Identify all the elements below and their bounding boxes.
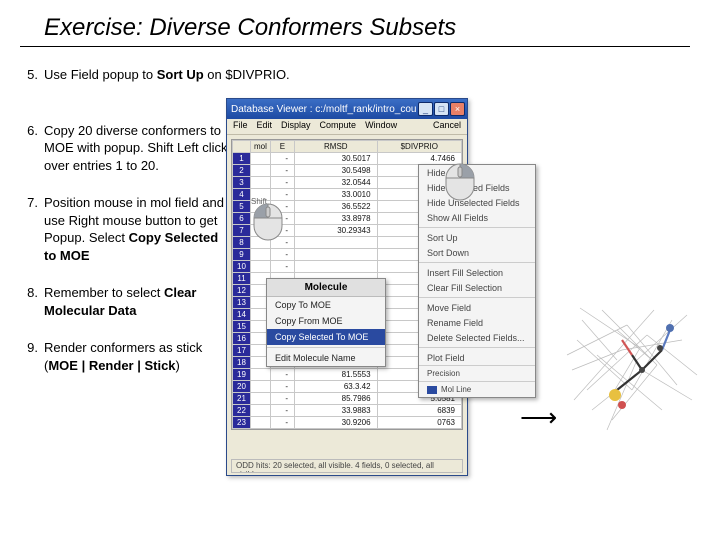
step-8: 8. Remember to select Clear Molecular Da…	[20, 284, 230, 319]
arrow-icon: ⟶	[520, 402, 557, 433]
menu-item[interactable]: Copy From MOE	[267, 313, 385, 329]
step-9: 9. Render conformers as stick (MOE | Ren…	[20, 339, 230, 374]
precision-row: Precision	[419, 365, 535, 381]
menu-cancel[interactable]: Cancel	[431, 120, 463, 133]
instruction-steps: 5. Use Field popup to Sort Up on $DIVPRI…	[20, 66, 230, 395]
table-row[interactable]: 22-33.98836839	[233, 405, 462, 417]
menu-item[interactable]: Insert Fill Selection	[419, 265, 535, 280]
color-swatch	[427, 386, 437, 394]
table-row[interactable]: 23-30.92060763	[233, 417, 462, 429]
step-6: 6. Copy 20 diverse conformers to MOE wit…	[20, 122, 230, 175]
menu-item[interactable]: Clear Fill Selection	[419, 280, 535, 295]
column-header[interactable]: E	[270, 141, 294, 153]
step-5: 5. Use Field popup to Sort Up on $DIVPRI…	[20, 66, 440, 84]
column-header[interactable]: $DIVPRIO	[377, 141, 461, 153]
menu-item[interactable]: Edit Molecule Name	[267, 350, 385, 366]
close-button[interactable]: ×	[450, 102, 465, 116]
page-title: Exercise: Diverse Conformers Subsets	[20, 0, 690, 47]
menu-item[interactable]: Show All Fields	[419, 210, 535, 225]
menu-item[interactable]: Rename Field	[419, 315, 535, 330]
svg-text:Shift: Shift	[251, 198, 268, 206]
molecule-render	[562, 290, 707, 435]
minimize-button[interactable]: _	[418, 102, 433, 116]
column-header[interactable]: RMSD	[295, 141, 378, 153]
menu-display[interactable]: Display	[279, 120, 313, 133]
menu-item[interactable]: Copy To MOE	[267, 297, 385, 313]
molecule-popup-menu[interactable]: Molecule Copy To MOECopy From MOECopy Se…	[266, 278, 386, 367]
menu-window[interactable]: Window	[363, 120, 399, 133]
menu-item[interactable]: Move Field	[419, 300, 535, 315]
menubar: File Edit Display Compute Window Cancel	[227, 119, 467, 135]
menu-item[interactable]: Copy Selected To MOE	[267, 329, 385, 345]
column-header[interactable]: mol	[251, 141, 271, 153]
mouse-right-click-icon	[440, 158, 480, 206]
table-row[interactable]: 1-30.50174.7466	[233, 153, 462, 165]
window-titlebar: Database Viewer : c:/moltf_rank/intro_co…	[227, 99, 467, 119]
menu-item[interactable]: Plot Field	[419, 350, 535, 365]
maximize-button[interactable]: □	[434, 102, 449, 116]
mouse-left-click-icon: Shift	[248, 198, 288, 246]
status-bar: ODD hits: 20 selected, all visible. 4 fi…	[231, 459, 463, 473]
molline-row: Mol Line	[419, 381, 535, 397]
menu-file[interactable]: File	[231, 120, 250, 133]
menu-item[interactable]: Delete Selected Fields...	[419, 330, 535, 345]
popup-header: Molecule	[267, 279, 385, 297]
menu-edit[interactable]: Edit	[255, 120, 275, 133]
step-7: 7. Position mouse in mol field and use R…	[20, 194, 230, 264]
column-header[interactable]	[233, 141, 251, 153]
menu-item[interactable]: Sort Down	[419, 245, 535, 260]
menu-item[interactable]: Sort Up	[419, 230, 535, 245]
menu-compute[interactable]: Compute	[318, 120, 359, 133]
